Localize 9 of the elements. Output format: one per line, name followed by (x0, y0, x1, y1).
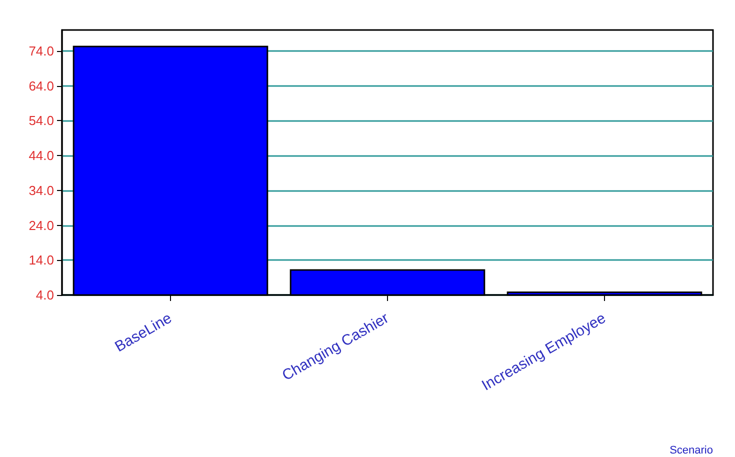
y-tick-label: 4.0 (36, 288, 54, 302)
y-tick-label: 14.0 (28, 252, 54, 268)
y-tick-label: 74.0 (28, 43, 54, 58)
y-tick-label: 34.0 (28, 182, 54, 198)
y-tick-label: 54.0 (28, 113, 54, 128)
y-tick-label: 44.0 (28, 148, 54, 164)
y-tick-label: 24.0 (28, 218, 54, 233)
y-tick-label: 64.0 (28, 78, 54, 94)
x-axis-title: Scenario (670, 444, 713, 456)
